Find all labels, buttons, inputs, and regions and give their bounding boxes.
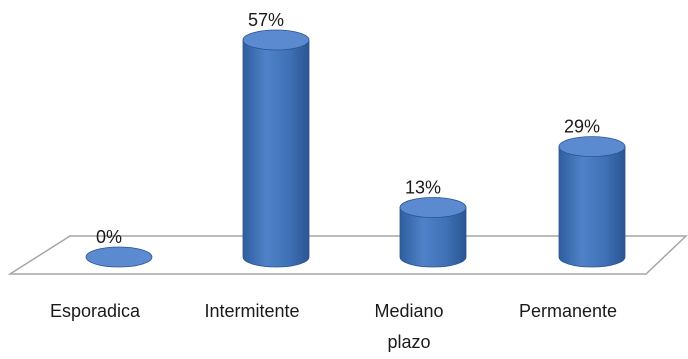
- category-label-line: Permanente: [519, 301, 617, 321]
- category-label-line: Intermitente: [204, 301, 299, 321]
- bar-top-0: [85, 246, 153, 268]
- category-label-2: Mediano plazo: [374, 301, 443, 352]
- bar-body-2: [399, 207, 467, 268]
- bar-3: [558, 136, 626, 268]
- category-label-line: plazo: [387, 332, 430, 352]
- category-label-line: Esporadica: [50, 301, 141, 321]
- bar-top-1: [242, 29, 310, 51]
- bar-top-3: [558, 136, 626, 157]
- bar-2: [399, 197, 467, 268]
- category-label-line: Mediano: [374, 301, 443, 321]
- data-label-0: 0%: [96, 227, 122, 247]
- data-label-1: 57%: [248, 10, 284, 30]
- bar-body-3: [558, 146, 626, 268]
- bar-0: [85, 246, 153, 268]
- bar-1: [242, 29, 310, 268]
- category-label-3: Permanente: [519, 301, 617, 321]
- chart-floor: [7, 235, 688, 275]
- bar-body-1: [242, 39, 310, 268]
- bar-top-2: [399, 197, 467, 218]
- labels-layer: 0% Esporadica 57% Intermitente 13% Mediano pla…: [50, 10, 617, 352]
- data-label-3: 29%: [564, 117, 600, 137]
- data-label-2: 13%: [405, 178, 441, 198]
- category-label-1: Intermitente: [204, 301, 299, 321]
- bars-layer: [85, 29, 626, 268]
- category-label-0: Esporadica: [50, 301, 141, 321]
